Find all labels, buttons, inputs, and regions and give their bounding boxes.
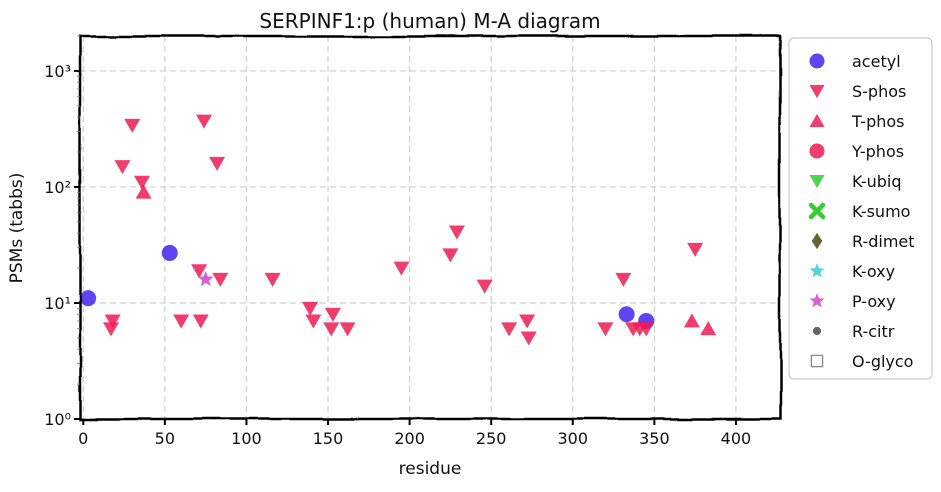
- x-tick-label: 300: [558, 429, 589, 448]
- legend-box: [788, 37, 933, 380]
- y-axis-ticks: 10⁰ 10¹ 10² 10³: [44, 35, 80, 429]
- point-S-phos: [103, 322, 120, 337]
- x-tick-label: 400: [721, 429, 752, 448]
- legend-marker-O-glyco: [810, 354, 824, 368]
- x-tick-label: 150: [313, 429, 344, 448]
- point-P-oxy: [197, 270, 214, 287]
- legend-marker-acetyl: [809, 53, 825, 69]
- point-S-phos: [448, 225, 465, 240]
- grid-lines: [80, 36, 780, 420]
- legend-label-K-sumo: K-sumo: [852, 202, 910, 221]
- legend-marker-R-citr: [812, 326, 822, 336]
- y-tick-label: 10³: [44, 62, 71, 81]
- point-S-phos: [615, 272, 632, 287]
- legend-label-P-oxy: P-oxy: [852, 292, 896, 311]
- point-acetyl: [618, 306, 635, 323]
- legend-marker-R-dimet: [811, 232, 823, 250]
- point-S-phos: [442, 248, 459, 263]
- legend-label-S-phos: S-phos: [852, 82, 906, 101]
- x-tick-label: 350: [639, 429, 670, 448]
- y-tick-label: 10²: [44, 178, 71, 197]
- point-S-phos: [476, 279, 493, 294]
- point-S-phos: [264, 272, 281, 287]
- plot-frame: [78, 34, 782, 421]
- legend-marker-P-oxy: [809, 293, 825, 308]
- legend-marker-K-oxy: [809, 263, 825, 278]
- point-S-phos: [323, 322, 340, 337]
- point-S-phos: [191, 264, 208, 279]
- point-acetyl: [161, 244, 178, 261]
- point-S-phos: [687, 242, 704, 257]
- x-tick-label: 250: [476, 429, 507, 448]
- legend-marker-Y-phos: [809, 143, 825, 159]
- legend-marker-S-phos: [809, 85, 825, 99]
- point-acetyl: [80, 290, 97, 307]
- point-S-phos: [212, 272, 229, 287]
- x-tick-label: 0: [78, 429, 88, 448]
- point-T-phos: [683, 313, 700, 328]
- legend-label-acetyl: acetyl: [852, 52, 901, 71]
- legend: acetyl S-phos T-phos Y-phos K-ubiq K-sumo R-di…: [788, 37, 933, 380]
- x-axis-ticks: 0 50 100 150 200 250 300 350 400: [78, 419, 751, 448]
- legend-label-K-ubiq: K-ubiq: [852, 172, 901, 191]
- point-S-phos: [501, 322, 518, 337]
- x-tick-label: 200: [394, 429, 425, 448]
- data-points: [80, 114, 717, 346]
- point-S-phos: [393, 261, 410, 276]
- y-tick-label: 10⁰: [44, 410, 71, 429]
- point-S-phos: [302, 301, 319, 316]
- point-S-phos: [196, 114, 213, 129]
- point-S-phos: [114, 160, 131, 175]
- point-S-phos: [124, 118, 141, 133]
- legend-label-O-glyco: O-glyco: [852, 352, 913, 371]
- legend-marker-K-ubiq: [809, 175, 825, 189]
- point-S-phos: [134, 175, 151, 190]
- point-S-phos: [305, 314, 322, 329]
- point-T-phos: [700, 321, 717, 336]
- point-S-phos: [104, 314, 121, 329]
- point-S-phos: [339, 322, 356, 337]
- legend-label-R-dimet: R-dimet: [852, 232, 915, 251]
- point-S-phos: [324, 307, 341, 322]
- point-S-phos: [638, 322, 655, 337]
- point-S-phos: [209, 156, 226, 171]
- point-S-phos: [173, 314, 190, 329]
- y-axis-label: PSMs (tabbs): [7, 173, 27, 284]
- legend-marker-T-phos: [809, 113, 825, 127]
- point-S-phos: [192, 314, 209, 329]
- legend-marker-K-sumo: [808, 202, 826, 220]
- x-tick-label: 100: [231, 429, 262, 448]
- x-axis-label: residue: [399, 459, 462, 479]
- chart-title: SERPINF1:p (human) M-A diagram: [259, 9, 600, 33]
- legend-label-K-oxy: K-oxy: [852, 262, 895, 281]
- y-tick-label: 10¹: [44, 294, 71, 313]
- point-S-phos: [520, 331, 537, 346]
- legend-label-Y-phos: Y-phos: [851, 142, 904, 161]
- x-tick-label: 50: [155, 429, 175, 448]
- point-S-phos: [519, 314, 536, 329]
- point-T-phos: [135, 184, 152, 199]
- legend-label-T-phos: T-phos: [851, 112, 905, 131]
- point-S-phos: [597, 322, 614, 337]
- legend-label-R-citr: R-citr: [852, 322, 895, 341]
